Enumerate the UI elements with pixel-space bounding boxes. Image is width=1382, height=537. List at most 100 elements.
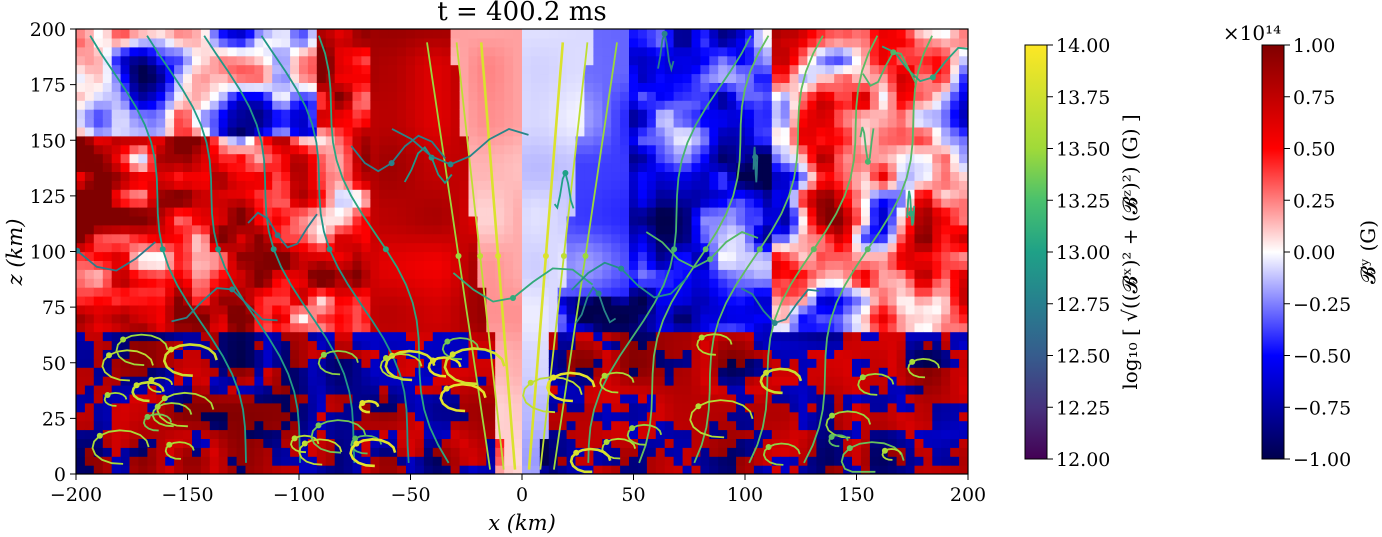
heatmap-cell [388,118,398,128]
heatmap-cell [76,55,86,66]
heatmap-cell [834,109,844,119]
heatmap-cell [93,447,104,457]
heatmap-cell [914,393,924,404]
heatmap-cell [530,251,541,261]
heatmap-cell [415,438,425,448]
heatmap-cell [789,82,800,92]
heatmap-cell [593,411,603,422]
heatmap-cell [352,91,362,101]
heatmap-cell [263,287,273,297]
heatmap-cell [736,29,746,39]
heatmap-cell [156,171,166,181]
heatmap-cell [423,304,434,315]
heatmap-cell [745,29,755,39]
heatmap-cell [825,304,835,315]
heatmap-cell [861,29,871,39]
heatmap-cell [905,224,916,235]
heatmap-cell [254,82,264,92]
heatmap-cell [709,118,719,128]
heatmap-cell [352,215,362,226]
heatmap-cell [200,296,211,306]
heatmap-cell [423,251,434,261]
heatmap-cell [316,429,327,439]
heatmap-cell [869,331,880,342]
heatmap-cell [718,447,728,457]
heatmap-cell [120,180,131,190]
heatmap-cell [183,180,193,190]
heatmap-cell [486,64,496,75]
heatmap-cell [102,278,113,288]
heatmap-cell [887,411,898,422]
heatmap-cell [165,269,175,279]
heatmap-cell [923,447,933,457]
heatmap-cell [896,233,907,244]
heatmap-cell [887,135,898,146]
heatmap-cell [843,198,853,208]
heatmap-cell [343,118,354,128]
heatmap-cell [718,100,728,110]
heatmap-cell [869,46,880,57]
heatmap-cell [575,171,585,181]
heatmap-cell [584,296,594,306]
heatmap-cell [807,447,817,457]
heatmap-cell [290,429,300,439]
heatmap-cell [932,82,942,92]
heatmap-cell [263,153,273,164]
heatmap-cell [825,429,835,439]
heatmap-cell [566,447,577,457]
heatmap-cell [111,367,122,377]
heatmap-cell [816,287,826,297]
heatmap-cell [236,367,247,377]
heatmap-cell [638,207,648,217]
heatmap-cell [281,456,291,466]
heatmap-cell [343,438,354,448]
heatmap-cell [620,126,630,137]
heatmap-cell [878,402,889,413]
heatmap-cell [789,251,800,261]
heatmap-cell [343,456,354,466]
heatmap-cell [307,242,318,253]
heatmap-cell [664,447,675,457]
heatmap-cell [388,198,398,208]
heatmap-cell [771,224,782,235]
heatmap-cell [843,100,853,110]
heatmap-cell [209,29,220,39]
heatmap-cell [334,100,345,110]
heatmap-cell [343,233,354,244]
heatmap-cell [664,29,675,39]
heatmap-cell [361,420,371,431]
heatmap-cell [361,251,371,261]
heatmap-cell [575,411,585,422]
heatmap-cell [887,224,898,235]
heatmap-cell [834,296,844,306]
heatmap-cell [325,162,336,172]
heatmap-cell [646,189,657,199]
heatmap-cell [611,402,621,413]
heatmap-cell [941,64,951,75]
heatmap-cell [84,260,95,270]
heatmap-cell [236,331,247,342]
heatmap-cell [843,46,853,57]
heatmap-cell [334,118,345,128]
heatmap-cell [655,153,666,164]
heatmap-cell [611,233,621,244]
heatmap-cell [959,296,968,306]
heatmap-cell [209,109,220,119]
heatmap-cell [415,171,425,181]
heatmap-cell [718,287,728,297]
heatmap-cell [753,465,764,474]
heatmap-cell [423,55,434,66]
heatmap-cell [370,304,380,315]
heatmap-cell [905,278,916,288]
heatmap-cell [736,269,746,279]
heatmap-cell [218,322,229,333]
heatmap-cell [718,153,728,164]
heatmap-cell [522,153,532,164]
heatmap-cell [307,376,318,386]
heatmap-cell [593,109,603,119]
heatmap-cell [102,269,113,279]
heatmap-cell [941,215,951,226]
heatmap-cell [548,29,559,39]
heatmap-cell [192,171,202,181]
heatmap-cell [816,393,826,404]
